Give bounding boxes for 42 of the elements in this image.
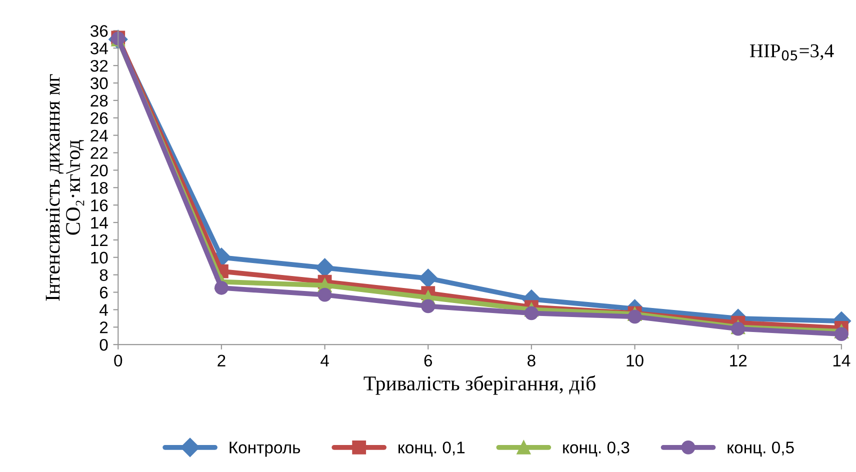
x-tick-label: 4	[320, 354, 329, 366]
y-tick-label: 12	[91, 234, 108, 246]
y-tick-label: 20	[90, 164, 108, 176]
x-tick-label: 2	[218, 354, 226, 366]
y-tick-label: 18	[91, 182, 108, 194]
legend-label: конц. 0,5	[728, 442, 794, 457]
y-tick-label: 2	[100, 322, 108, 334]
x-tick-label: 14	[833, 354, 850, 366]
x-tick-label: 8	[528, 354, 536, 367]
y-tick-label: 22	[90, 147, 108, 159]
y-tick-label: 8	[100, 269, 108, 282]
y-tick-label: 24	[90, 130, 108, 142]
legend-label: конц. 0,3	[563, 442, 630, 457]
y-tick-label: 32	[90, 60, 108, 72]
y-tick-label: 28	[90, 94, 108, 107]
y-tick-label: 4	[100, 304, 108, 316]
point	[628, 310, 642, 324]
point	[731, 322, 746, 336]
annotation: НІР$_{05}$=3,4	[750, 44, 834, 61]
point	[834, 327, 848, 342]
x-tick-label: 10	[626, 354, 644, 367]
y-tick-label: 14	[91, 217, 108, 229]
x-tick-label: 0	[114, 354, 122, 367]
y-tick-label: 34	[90, 42, 108, 54]
legend-label: Контроль	[230, 442, 300, 457]
y-tick-label: 30	[90, 77, 108, 90]
point	[318, 288, 332, 302]
y-axis-title: Інтенсивність дихання мг CO₂·кг\год	[46, 74, 84, 301]
y-tick-label: 26	[90, 112, 108, 124]
legend-label: конц. 0,1	[398, 442, 465, 457]
point	[214, 280, 228, 295]
x-tick-label: 6	[424, 354, 432, 367]
point	[524, 306, 538, 320]
y-tick-label: 0	[100, 338, 108, 351]
y-tick-label: 16	[91, 199, 108, 212]
point	[421, 299, 436, 314]
y-tick-label: 10	[91, 252, 108, 264]
y-tick-label: 36	[90, 25, 108, 37]
x-tick-label: 12	[730, 354, 747, 366]
x-axis-title: Тривалість зберігання, діб	[364, 375, 596, 395]
y-tick-label: 6	[100, 286, 108, 298]
point	[418, 268, 438, 288]
